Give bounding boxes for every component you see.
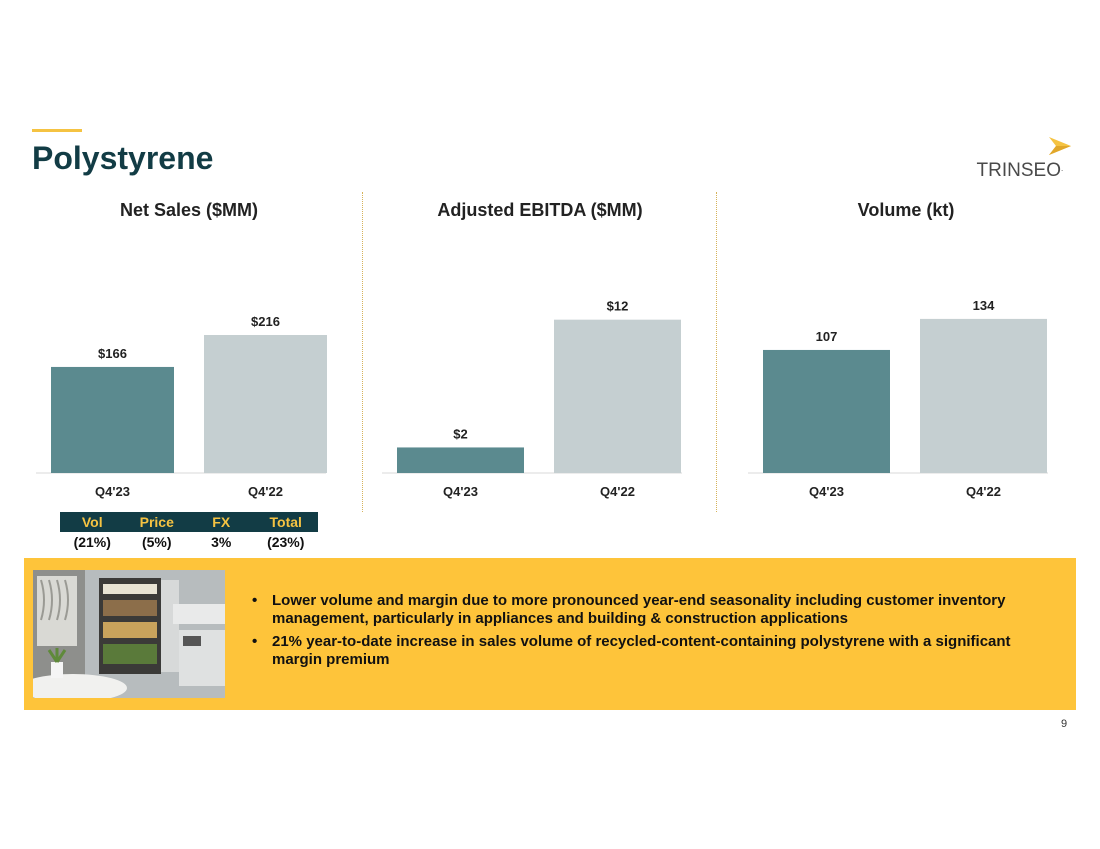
chart-title: Adjusted EBITDA ($MM) <box>437 200 643 220</box>
bridge-value-total: (23%) <box>267 534 305 550</box>
bridge-header-total: Total <box>269 514 302 530</box>
bar-value-label: 107 <box>816 329 838 344</box>
bridge-value-vol: (21%) <box>73 534 111 550</box>
bar-q4-23 <box>397 447 524 473</box>
bar-value-label: $12 <box>607 299 629 314</box>
bridge-header-fx: FX <box>212 514 231 530</box>
chart-title: Net Sales ($MM) <box>119 200 259 220</box>
bar-q4-22 <box>204 335 327 473</box>
bridge-header-price: Price <box>139 514 174 530</box>
bridge-value-price: (5%) <box>141 534 172 550</box>
bar-q4-22 <box>554 319 681 473</box>
highlight-bullet: Lower volume and margin due to more pron… <box>252 592 1052 628</box>
bar-value-label: $166 <box>98 346 127 361</box>
volume-plot: 107 Q4'23 134 Q4'22 <box>748 298 1048 499</box>
adjusted-ebitda-chart: Adjusted EBITDA ($MM) $2 Q4'23 $12 Q4'22 <box>382 195 698 505</box>
logo-trademark: . <box>1061 164 1064 173</box>
kitchen-refrigerator-photo <box>33 570 225 698</box>
bar-value-label: $2 <box>453 426 467 441</box>
trinseo-chevron-icon <box>1049 137 1071 155</box>
net-sales-bridge-table: Vol Price FX Total (21%) (5%) 3% (23%) <box>60 512 318 554</box>
chart-title: Volume (kt) <box>857 200 955 220</box>
bar-value-label: 134 <box>973 298 995 313</box>
kitchen-illustration <box>33 570 225 698</box>
bridge-header-vol: Vol <box>81 514 103 530</box>
x-tick-label: Q4'22 <box>248 484 283 499</box>
bar-value-label: $216 <box>251 314 280 329</box>
bar-q4-22 <box>920 318 1047 473</box>
x-tick-label: Q4'22 <box>600 484 635 499</box>
highlights-callout: Lower volume and margin due to more pron… <box>24 558 1076 710</box>
logo-wordmark: TRINSEO <box>976 160 1061 181</box>
page-title: Polystyrene <box>32 140 214 176</box>
chart-divider <box>716 192 717 512</box>
title-accent-line <box>32 129 82 132</box>
x-tick-label: Q4'22 <box>966 484 1001 499</box>
chart-divider <box>362 192 363 512</box>
highlight-bullet: 21% year-to-date increase in sales volum… <box>252 633 1052 669</box>
trinseo-logo: TRINSEO . <box>977 136 1075 182</box>
adjusted-ebitda-plot: $2 Q4'23 $12 Q4'22 <box>382 299 682 499</box>
bridge-value-fx: 3% <box>211 534 232 550</box>
net-sales-plot: $166 Q4'23 $216 Q4'22 <box>36 314 327 499</box>
bridge-header-row: Vol Price FX Total <box>60 512 318 532</box>
page-number: 9 <box>1061 718 1068 730</box>
x-tick-label: Q4'23 <box>443 484 478 499</box>
volume-chart: Volume (kt) 107 Q4'23 134 Q4'22 <box>748 195 1064 505</box>
highlights-list: Lower volume and margin due to more pron… <box>252 592 1052 674</box>
net-sales-chart: Net Sales ($MM) $166 Q4'23 $216 Q4'22 <box>36 195 342 505</box>
x-tick-label: Q4'23 <box>95 484 130 499</box>
bridge-value-row: (21%) (5%) 3% (23%) <box>60 532 318 554</box>
x-tick-label: Q4'23 <box>809 484 844 499</box>
bar-q4-23 <box>763 349 890 473</box>
bar-q4-23 <box>51 366 174 473</box>
